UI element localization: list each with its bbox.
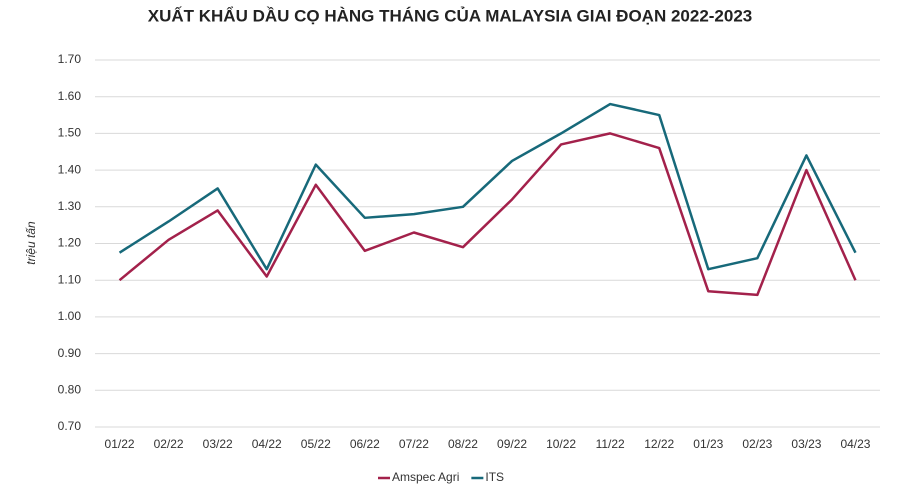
- y-tick-label: 0.80: [58, 382, 82, 396]
- x-tick-label: 08/22: [448, 437, 478, 451]
- x-tick-label: 06/22: [350, 437, 380, 451]
- y-tick-label: 0.90: [58, 346, 82, 360]
- x-tick-label: 07/22: [399, 437, 429, 451]
- y-tick-label: 0.70: [58, 419, 82, 433]
- x-tick-label: 10/22: [546, 437, 576, 451]
- y-tick-label: 1.00: [58, 309, 82, 323]
- y-tick-label: 1.30: [58, 199, 82, 213]
- y-tick-label: 1.70: [58, 52, 82, 66]
- x-tick-label: 03/22: [203, 437, 233, 451]
- x-tick-label: 04/22: [252, 437, 282, 451]
- y-tick-label: 1.40: [58, 162, 82, 176]
- chart-title: XUẤT KHẨU DẦU CỌ HÀNG THÁNG CỦA MALAYSIA…: [148, 6, 753, 25]
- x-tick-label: 09/22: [497, 437, 527, 451]
- x-tick-label: 05/22: [301, 437, 331, 451]
- x-tick-label: 01/22: [105, 437, 135, 451]
- y-tick-label: 1.20: [58, 236, 82, 250]
- y-tick-label: 1.60: [58, 89, 82, 103]
- x-tick-label: 11/22: [596, 437, 625, 451]
- y-tick-label: 1.50: [58, 126, 82, 140]
- legend-label: ITS: [485, 470, 504, 484]
- series-line: [118, 132, 857, 297]
- x-tick-label: 12/22: [644, 437, 674, 451]
- series-line: [118, 102, 857, 271]
- x-tick-label: 02/22: [154, 437, 184, 451]
- x-tick-label: 03/23: [791, 437, 821, 451]
- x-tick-label: 02/23: [742, 437, 772, 451]
- x-tick-label: 04/23: [840, 437, 870, 451]
- x-tick-label: 01/23: [693, 437, 723, 451]
- y-axis-label: triệu tấn: [24, 221, 38, 265]
- y-tick-label: 1.10: [58, 272, 82, 286]
- legend-label: Amspec Agri: [392, 470, 459, 484]
